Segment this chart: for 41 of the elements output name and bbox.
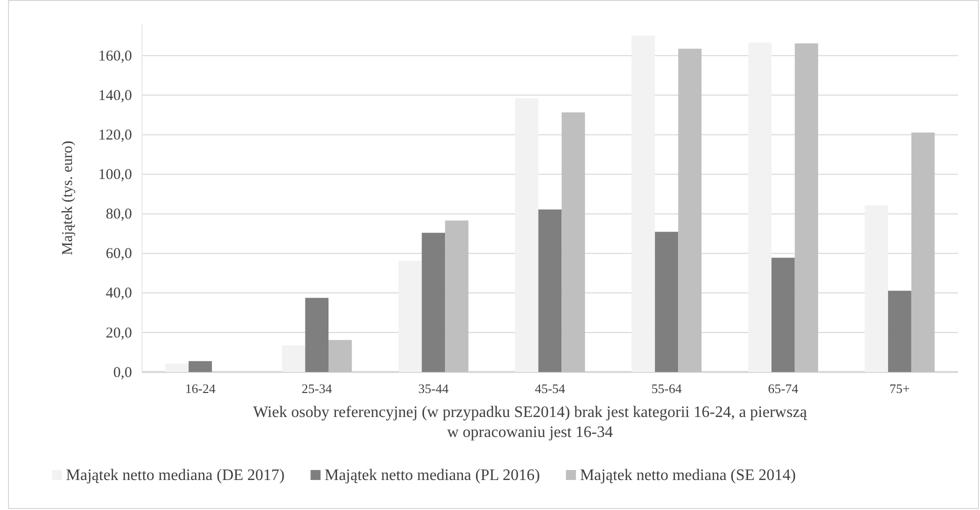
- y-tick-label: 160,0: [98, 48, 132, 64]
- bar: [165, 364, 189, 372]
- x-tick-label: 45-54: [534, 381, 566, 396]
- bar: [328, 340, 352, 372]
- bar: [911, 132, 935, 372]
- y-tick-label: 140,0: [98, 88, 132, 104]
- bar: [864, 205, 888, 372]
- y-tick-label: 120,0: [98, 128, 132, 144]
- y-tick-label: 100,0: [98, 167, 132, 184]
- bar: [748, 42, 772, 372]
- y-tick-label: 60,0: [106, 246, 132, 262]
- x-tick-label: 65-74: [768, 381, 799, 396]
- y-tick-label: 0,0: [113, 364, 132, 381]
- x-axis-title: Wiek osoby referencyjnej (w przypadku SE2014) brak jest kategorii 16-24, a pierwszą w opracowaniu jest 16-34: [253, 404, 808, 441]
- legend-label: Majątek netto mediana (DE 2017): [66, 467, 285, 484]
- bar: [562, 112, 585, 372]
- legend-label: Majątek netto mediana (SE 2014): [580, 467, 796, 484]
- x-tick-label: 35-44: [418, 381, 450, 396]
- bar: [888, 290, 912, 372]
- legend-label: Majątek netto mediana (PL 2016): [324, 467, 540, 484]
- x-tick-label: 25-34: [302, 381, 333, 396]
- bar: [188, 361, 212, 372]
- bar: [678, 48, 702, 372]
- bar: [632, 35, 655, 372]
- bar: [538, 209, 562, 372]
- bar: [305, 298, 329, 372]
- x-tick-label: 16-24: [185, 381, 216, 396]
- y-tick-label: 80,0: [106, 206, 132, 223]
- bar: [398, 260, 422, 372]
- bar: [771, 258, 795, 372]
- bar: [794, 43, 818, 372]
- bar: [422, 232, 446, 372]
- y-tick-label: 40,0: [106, 286, 132, 302]
- bar: [445, 220, 468, 372]
- y-tick-label: 20,0: [106, 325, 132, 342]
- bar: [282, 346, 306, 372]
- x-tick-label: 75+: [890, 381, 910, 396]
- x-tick-label: 55-64: [651, 381, 682, 396]
- bar: [654, 232, 678, 372]
- bar: [515, 98, 538, 372]
- y-axis-title: Majątek (tys. euro): [60, 140, 76, 256]
